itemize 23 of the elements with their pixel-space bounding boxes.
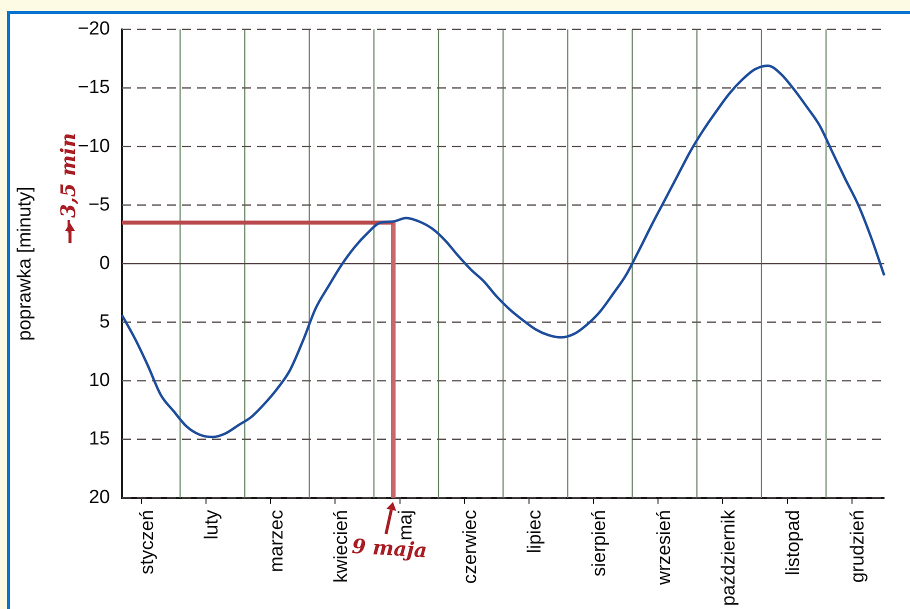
- y-tick-label: 0: [99, 252, 110, 274]
- y-tick-label: −15: [78, 77, 110, 98]
- x-tick-label: luty: [202, 509, 223, 540]
- line-series: [120, 64, 886, 438]
- y-tick-label: 10: [88, 370, 110, 392]
- y-tick-label: 20: [88, 487, 110, 508]
- x-tick-label: styczeń: [137, 510, 158, 574]
- y-axis-title: poprawka [minuty]: [14, 186, 36, 341]
- x-tick-label: marzec: [266, 510, 288, 572]
- y-tick-label: 5: [99, 311, 110, 332]
- y-tick-label: −20: [78, 18, 110, 40]
- x-tick-label: sierpień: [589, 510, 610, 576]
- x-tick-label: kwiecień: [330, 510, 352, 583]
- y-tick-label: −5: [88, 194, 110, 216]
- x-tick-label: grudzień: [848, 510, 869, 583]
- y-tick-label: 15: [88, 428, 110, 450]
- x-tick-label: październik: [718, 509, 740, 606]
- x-tick-label: wrzesień: [654, 510, 675, 586]
- y-tick-label: −10: [78, 136, 110, 157]
- x-tick-label: maj: [395, 510, 416, 541]
- x-tick-label: listopad: [783, 510, 804, 576]
- x-tick-label: czerwiec: [460, 510, 482, 584]
- x-tick-label: lipiec: [524, 510, 546, 554]
